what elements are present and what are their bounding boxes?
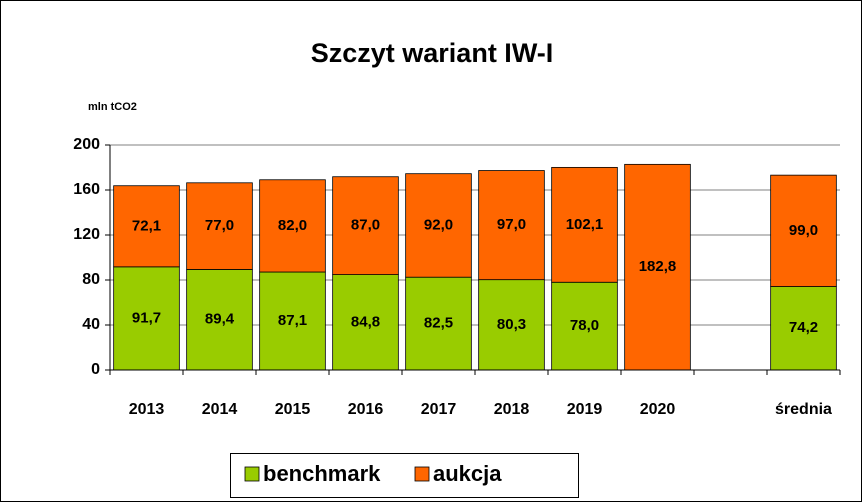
x-tick-label: 2016	[348, 401, 384, 418]
bar-segment	[770, 286, 837, 371]
y-axis-label: mln tCO2	[88, 101, 137, 113]
y-tick-label: 80	[82, 271, 100, 288]
x-tick-label: 2013	[129, 401, 165, 418]
x-tick-label: 2017	[421, 401, 457, 418]
data-label: 99,0	[789, 222, 818, 239]
y-tick-label: 0	[91, 361, 100, 378]
bar-segment	[770, 174, 837, 287]
data-label: 102,1	[566, 216, 604, 233]
bar-segment	[478, 170, 545, 281]
y-tick-label: 160	[73, 181, 100, 198]
data-label: 82,0	[278, 217, 307, 234]
data-label: 77,0	[205, 217, 234, 234]
x-tick-label: 2015	[275, 401, 311, 418]
data-label: 80,3	[497, 316, 526, 333]
legend-swatch	[414, 466, 430, 482]
data-label: 74,2	[789, 319, 818, 336]
bar-segment	[405, 276, 472, 371]
data-label: 82,5	[424, 315, 453, 332]
x-tick-label: 2020	[640, 401, 676, 418]
legend-swatch	[244, 466, 260, 482]
data-label: 72,1	[132, 217, 161, 234]
legend-label: benchmark	[263, 461, 381, 486]
bar-segment	[624, 163, 691, 371]
data-label: 87,0	[351, 217, 380, 234]
y-tick-label: 200	[73, 136, 100, 153]
bar-segment	[186, 182, 253, 270]
data-label: 78,0	[570, 317, 599, 334]
y-tick-label: 40	[82, 316, 100, 333]
data-label: 97,0	[497, 216, 526, 233]
x-tick-label: 2014	[202, 401, 238, 418]
bar-segment	[113, 185, 180, 268]
x-tick-label: 2018	[494, 401, 530, 418]
data-label: 91,7	[132, 309, 161, 326]
bar-segment	[332, 176, 399, 276]
data-label: 92,0	[424, 216, 453, 233]
x-tick-label: średnia	[775, 401, 832, 418]
y-tick-label: 120	[73, 226, 100, 243]
bar-segment	[405, 173, 472, 278]
legend	[230, 453, 579, 498]
bar-segment	[551, 166, 618, 283]
legend-label: aukcja	[433, 461, 502, 486]
data-label: 182,8	[639, 258, 677, 275]
bar-segment	[259, 271, 326, 371]
data-label: 87,1	[278, 312, 307, 329]
x-tick-label: 2019	[567, 401, 603, 418]
data-label: 89,4	[205, 311, 235, 328]
data-label: 84,8	[351, 313, 380, 330]
chart-title: Szczyt wariant IW-I	[311, 38, 554, 68]
bar-segment	[259, 179, 326, 273]
